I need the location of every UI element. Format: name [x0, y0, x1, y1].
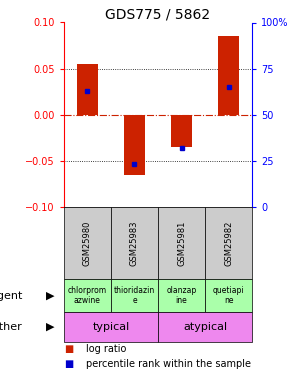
Bar: [205, 207, 252, 279]
Text: chlorprom
azwine: chlorprom azwine: [68, 286, 107, 305]
Bar: [64, 207, 111, 279]
Bar: [111, 207, 158, 279]
Text: thioridazin
e: thioridazin e: [114, 286, 155, 305]
Bar: [77, 64, 98, 115]
Bar: [64, 279, 111, 312]
Text: other: other: [0, 322, 22, 332]
Title: GDS775 / 5862: GDS775 / 5862: [106, 8, 211, 21]
Bar: [158, 207, 205, 279]
Text: percentile rank within the sample: percentile rank within the sample: [86, 359, 251, 369]
Bar: [124, 115, 145, 174]
Text: GSM25980: GSM25980: [83, 220, 92, 266]
Text: GSM25983: GSM25983: [130, 220, 139, 266]
Text: ▶: ▶: [46, 291, 55, 301]
Bar: [205, 279, 252, 312]
Text: atypical: atypical: [183, 322, 227, 332]
Text: olanzap
ine: olanzap ine: [166, 286, 197, 305]
Bar: [158, 312, 252, 342]
Text: ▶: ▶: [46, 322, 55, 332]
Bar: [218, 36, 239, 115]
Text: GSM25981: GSM25981: [177, 220, 186, 266]
Text: ■: ■: [64, 344, 73, 354]
Text: quetiapi
ne: quetiapi ne: [213, 286, 244, 305]
Bar: [111, 279, 158, 312]
Text: ■: ■: [64, 359, 73, 369]
Text: log ratio: log ratio: [86, 344, 127, 354]
Text: agent: agent: [0, 291, 22, 301]
Bar: [64, 312, 158, 342]
Text: typical: typical: [92, 322, 130, 332]
Bar: [171, 115, 192, 147]
Bar: [158, 279, 205, 312]
Text: GSM25982: GSM25982: [224, 220, 233, 266]
